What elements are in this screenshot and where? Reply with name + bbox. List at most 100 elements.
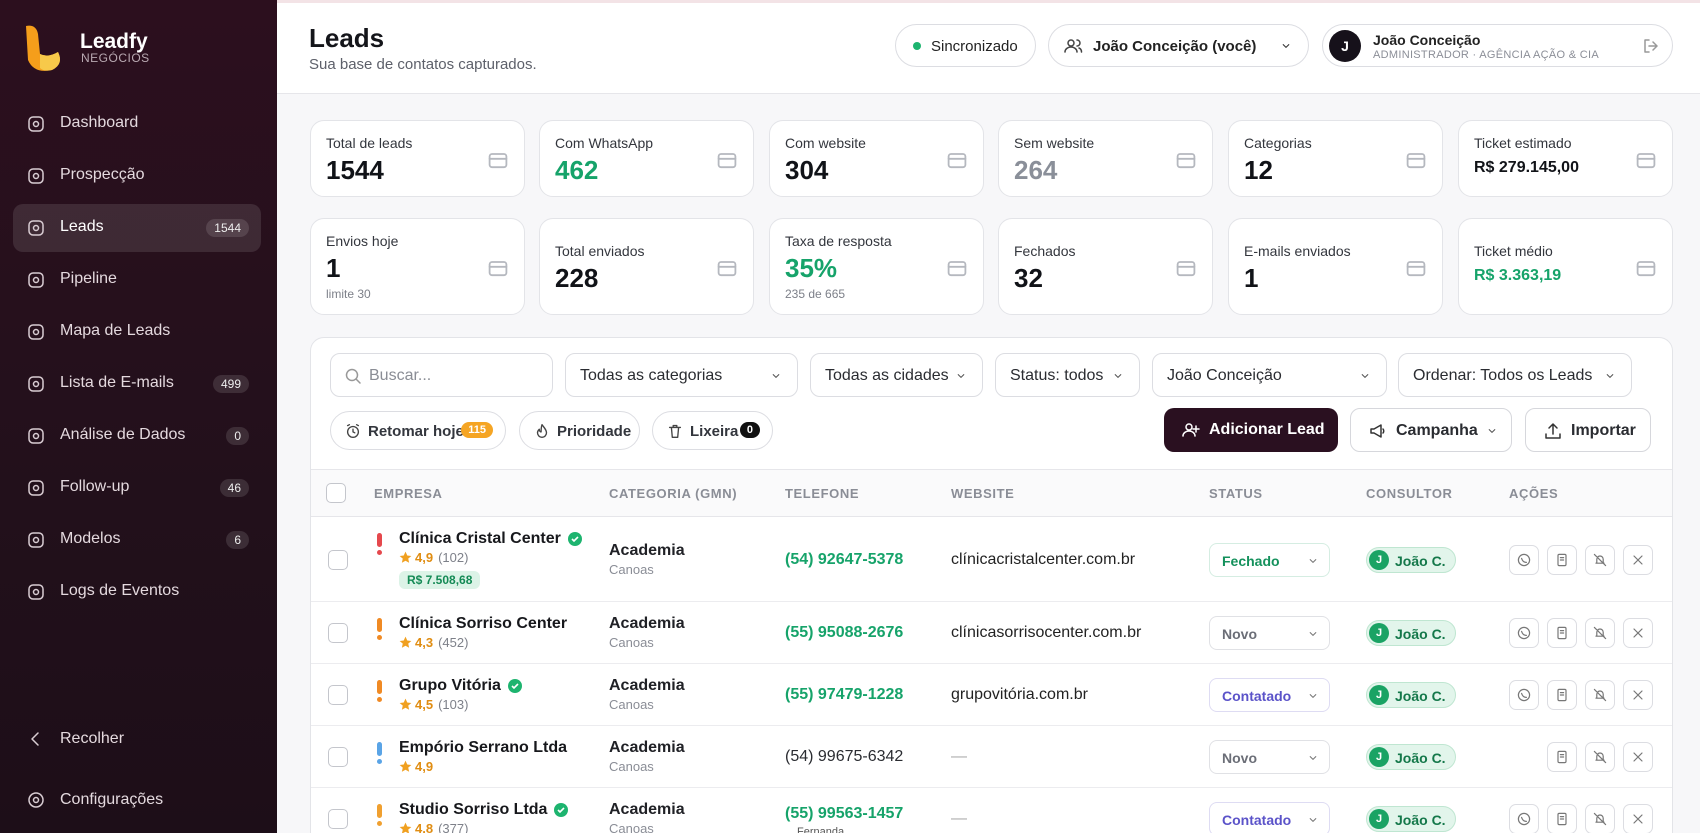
checkbox[interactable] bbox=[328, 549, 348, 570]
stat-card: Com website 304 bbox=[769, 120, 984, 197]
row-action[interactable] bbox=[1509, 618, 1539, 648]
nav-icon-svg bbox=[28, 532, 44, 548]
nav-item[interactable]: Modelos 6 bbox=[13, 516, 261, 564]
filter-select[interactable]: Ordenar: Todos os Leads bbox=[1398, 353, 1632, 397]
search-input[interactable]: Buscar... bbox=[330, 353, 553, 397]
checkbox[interactable] bbox=[328, 809, 348, 829]
filter-chip[interactable]: Prioridade bbox=[519, 411, 640, 450]
status-select[interactable]: Novo bbox=[1209, 616, 1330, 650]
chevron bbox=[769, 369, 783, 383]
row-action[interactable] bbox=[1585, 804, 1615, 833]
nav-item[interactable]: Logs de Eventos bbox=[13, 568, 261, 616]
status-select[interactable]: Contatado bbox=[1209, 802, 1330, 833]
row-action[interactable] bbox=[1623, 544, 1653, 575]
row-action[interactable] bbox=[1585, 742, 1615, 772]
row-action[interactable] bbox=[1509, 680, 1539, 710]
chip-badge: 0 bbox=[739, 422, 760, 438]
row-action[interactable] bbox=[1509, 544, 1539, 575]
nav-item[interactable]: Pipeline bbox=[13, 256, 261, 304]
row-action[interactable] bbox=[1585, 680, 1615, 710]
nav-icon bbox=[26, 322, 46, 342]
action-button[interactable]: Campanha bbox=[1350, 408, 1512, 452]
footer-icon-svg bbox=[31, 732, 39, 746]
checkbox[interactable] bbox=[328, 747, 348, 767]
star-icon bbox=[399, 636, 412, 649]
filter-select[interactable]: Status: todos bbox=[995, 353, 1140, 397]
action-button[interactable]: Adicionar Lead bbox=[1164, 408, 1338, 452]
row-action[interactable] bbox=[1547, 680, 1577, 710]
chevron bbox=[1603, 369, 1617, 383]
nav-icon bbox=[26, 478, 46, 498]
row-action[interactable] bbox=[1547, 618, 1577, 648]
chevron bbox=[1279, 39, 1293, 53]
status-label: Novo bbox=[1222, 626, 1257, 642]
checkbox[interactable] bbox=[328, 685, 348, 705]
stat-card: Taxa de resposta 35% 235 de 665 bbox=[769, 218, 984, 315]
chevron-svg bbox=[1114, 374, 1122, 378]
row-action[interactable] bbox=[1509, 804, 1539, 833]
status-label: Novo bbox=[1222, 750, 1257, 766]
review-count: (102) bbox=[438, 550, 469, 565]
sidebar-footer-item[interactable]: Recolher bbox=[13, 717, 261, 761]
category: Academia bbox=[609, 739, 685, 756]
status-select[interactable]: Fechado bbox=[1209, 542, 1330, 577]
sidebar-footer-item[interactable]: Configurações bbox=[13, 778, 261, 822]
review-count: (377) bbox=[438, 821, 469, 833]
nav-item[interactable]: Dashboard bbox=[13, 100, 261, 148]
column-header: CATEGORIA (GMN) bbox=[609, 486, 738, 501]
row-action[interactable] bbox=[1547, 544, 1577, 575]
rating: 4,9 bbox=[415, 759, 434, 774]
nav-item[interactable]: Prospecção bbox=[13, 152, 261, 200]
nav-icon bbox=[26, 530, 46, 550]
nav-item[interactable]: Mapa de Leads bbox=[13, 308, 261, 356]
row-action[interactable] bbox=[1547, 804, 1577, 833]
nav-item[interactable]: Análise de Dados 0 bbox=[13, 412, 261, 460]
row-action[interactable] bbox=[1547, 742, 1577, 772]
row-action[interactable] bbox=[1623, 618, 1653, 648]
checkbox[interactable] bbox=[328, 623, 348, 643]
priority-dot bbox=[377, 550, 382, 555]
row-action-icon-svg bbox=[1557, 750, 1567, 764]
row-action[interactable] bbox=[1585, 544, 1615, 575]
star-icon-svg bbox=[399, 636, 412, 648]
status-select[interactable]: Contatado bbox=[1209, 678, 1330, 712]
footer-icon bbox=[26, 729, 46, 749]
row-action-icon-svg bbox=[1593, 688, 1607, 702]
stat-value: R$ 279.145,00 bbox=[1474, 159, 1579, 176]
status-label: Contatado bbox=[1222, 812, 1292, 828]
nav-icon bbox=[26, 218, 46, 238]
stat-icon bbox=[945, 148, 969, 172]
nav-item[interactable]: Lista de E-mails 499 bbox=[13, 360, 261, 408]
row-action-icon bbox=[1630, 687, 1646, 703]
sync-status: Sincronizado bbox=[895, 24, 1036, 67]
stat-card: E-mails enviados 1 bbox=[1228, 218, 1443, 315]
brand: Leadfy bbox=[80, 30, 148, 53]
review-count: (103) bbox=[438, 697, 469, 712]
row-action-icon bbox=[1516, 552, 1532, 568]
nav-item[interactable]: Leads 1544 bbox=[13, 204, 261, 252]
user-select[interactable]: João Conceição (você) bbox=[1048, 24, 1309, 67]
stat-label: Ticket médio bbox=[1474, 243, 1553, 259]
action-button[interactable]: Importar bbox=[1525, 408, 1651, 452]
filter-select[interactable]: Todas as categorias bbox=[565, 353, 798, 397]
nav-label: Modelos bbox=[60, 530, 121, 547]
row-action[interactable] bbox=[1623, 680, 1653, 710]
stat-icon bbox=[1174, 256, 1198, 280]
stat-label: Envios hoje bbox=[326, 233, 399, 249]
rating: 4,9 bbox=[415, 550, 434, 565]
nav-item[interactable]: Follow-up 46 bbox=[13, 464, 261, 512]
row-action[interactable] bbox=[1623, 742, 1653, 772]
priority-bar bbox=[377, 804, 382, 818]
filter-chip[interactable]: Retomar hoje 115 bbox=[330, 411, 506, 450]
nav-badge: 46 bbox=[219, 479, 249, 497]
filter-chip[interactable]: Lixeira 0 bbox=[652, 411, 773, 450]
status-select[interactable]: Novo bbox=[1209, 740, 1330, 774]
checkbox[interactable] bbox=[326, 483, 346, 503]
filter-select[interactable]: Todas as cidades bbox=[810, 353, 983, 397]
row-action-icon-svg bbox=[1517, 812, 1531, 826]
filter-select[interactable]: João Conceição bbox=[1152, 353, 1387, 397]
row-action[interactable] bbox=[1585, 618, 1615, 648]
table-header: EMPRESA CATEGORIA (GMN) TELEFONE WEBSITE STA… bbox=[311, 469, 1672, 517]
stat-card: Envios hoje 1 limite 30 bbox=[310, 218, 525, 315]
row-action[interactable] bbox=[1623, 804, 1653, 833]
